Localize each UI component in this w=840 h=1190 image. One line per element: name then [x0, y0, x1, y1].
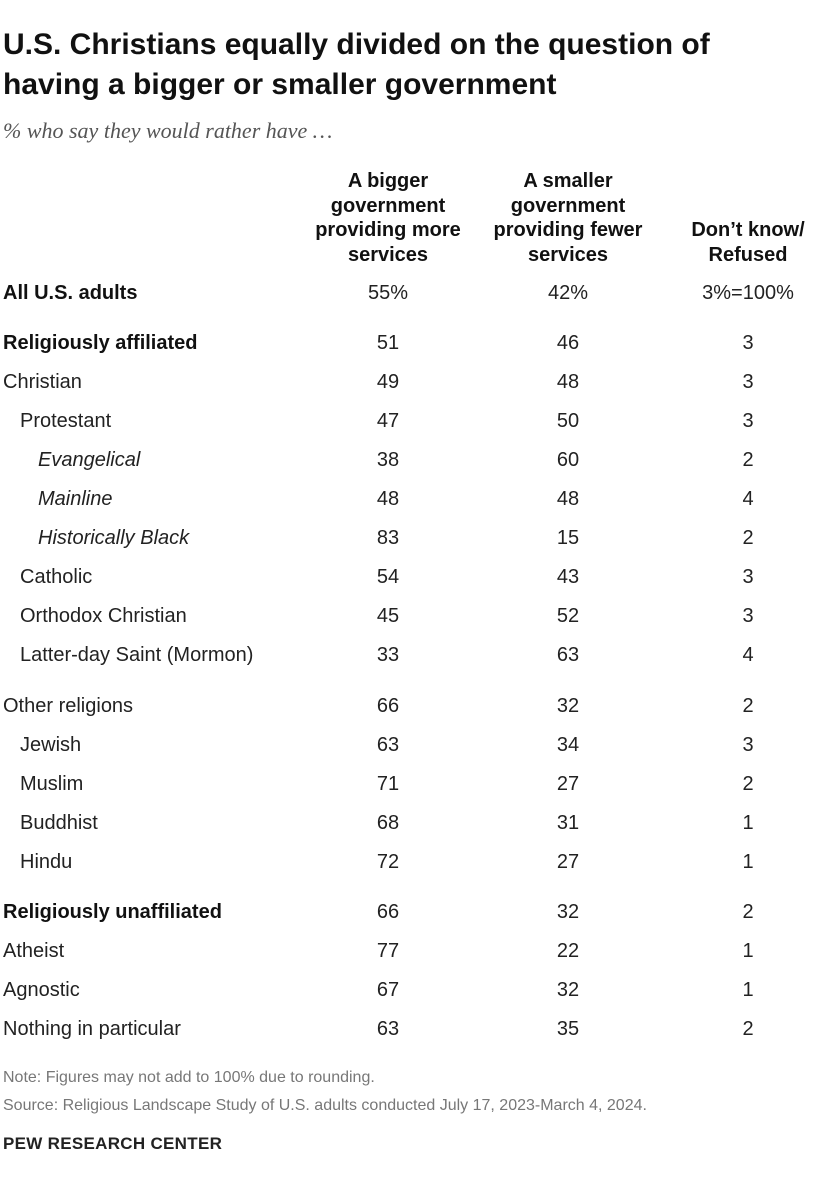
cell-value: 42%	[547, 282, 589, 304]
cell-value: 3%=100%	[702, 282, 794, 304]
cell-value: 46	[556, 332, 580, 354]
cell-value: 3	[742, 332, 754, 354]
row-label: Jewish	[20, 734, 82, 756]
row-label: Christian	[3, 371, 82, 393]
row-label: Religiously unaffiliated	[3, 901, 222, 923]
cell-value: 33	[376, 644, 400, 666]
cell-value: 48	[556, 488, 580, 510]
cell-value: 2	[742, 1018, 754, 1040]
row-label: Orthodox Christian	[20, 605, 187, 627]
row-label: Protestant	[20, 410, 112, 432]
row-label: Atheist	[3, 940, 65, 962]
row-label: Mainline	[38, 488, 113, 510]
row-label: Religiously affiliated	[3, 332, 198, 354]
cell-value: 45	[376, 605, 400, 627]
cell-value: 77	[376, 940, 400, 962]
column-header: government	[330, 194, 446, 217]
cell-value: 32	[556, 901, 580, 923]
column-header: A bigger	[347, 170, 429, 192]
column-header: A smaller	[523, 170, 613, 192]
row-label: All U.S. adults	[3, 282, 138, 304]
row-label: Hindu	[20, 851, 73, 873]
cell-value: 43	[556, 566, 580, 588]
cell-value: 1	[742, 940, 754, 962]
cell-value: 3	[742, 566, 754, 588]
cell-value: 66	[376, 695, 400, 717]
cell-value: 3	[742, 371, 754, 393]
cell-value: 66	[376, 901, 400, 923]
cell-value: 50	[556, 410, 580, 432]
cell-value: 83	[376, 527, 400, 549]
cell-value: 55%	[367, 282, 409, 304]
cell-value: 27	[556, 851, 580, 873]
subtitle: % who say they would rather have …	[3, 118, 333, 143]
cell-value: 67	[376, 979, 400, 1001]
cell-value: 71	[376, 773, 400, 795]
cell-value: 1	[742, 979, 754, 1001]
cell-value: 63	[376, 734, 400, 756]
cell-value: 2	[742, 695, 754, 717]
column-header: services	[347, 243, 429, 266]
cell-value: 3	[742, 605, 754, 627]
cell-value: 52	[556, 605, 580, 627]
cell-value: 63	[556, 644, 580, 666]
cell-value: 38	[376, 449, 400, 471]
column-header: providing fewer	[493, 219, 643, 241]
cell-value: 3	[742, 410, 754, 432]
cell-value: 32	[556, 695, 580, 717]
cell-value: 1	[742, 851, 754, 873]
row-label: Other religions	[3, 695, 134, 717]
cell-value: 68	[376, 812, 400, 834]
cell-value: 4	[742, 488, 754, 510]
row-label: Nothing in particular	[3, 1018, 181, 1040]
cell-value: 35	[556, 1018, 580, 1040]
cell-value: 49	[376, 371, 400, 393]
title-line: having a bigger or smaller government	[3, 68, 557, 101]
cell-value: 47	[376, 410, 400, 432]
note: Note: Figures may not add to 100% due to…	[3, 1069, 375, 1086]
row-label: Latter-day Saint (Mormon)	[20, 644, 254, 666]
row-label: Muslim	[20, 773, 84, 795]
cell-value: 72	[376, 851, 400, 873]
row-label: Buddhist	[20, 812, 98, 834]
cell-value: 1	[742, 812, 754, 834]
cell-value: 34	[556, 734, 580, 756]
title-line: U.S. Christians equally divided on the q…	[3, 28, 710, 61]
cell-value: 31	[556, 812, 580, 834]
brand: PEW RESEARCH CENTER	[3, 1134, 223, 1153]
cell-value: 4	[742, 644, 754, 666]
row-label: Agnostic	[3, 979, 80, 1001]
cell-value: 3	[742, 734, 754, 756]
cell-value: 2	[742, 449, 754, 471]
column-header: government	[510, 194, 626, 217]
cell-value: 48	[376, 488, 400, 510]
cell-value: 27	[556, 773, 580, 795]
cell-value: 60	[556, 449, 580, 471]
cell-value: 22	[556, 940, 580, 962]
cell-value: 54	[376, 566, 400, 588]
cell-value: 63	[376, 1018, 400, 1040]
cell-value: 32	[556, 979, 580, 1001]
row-label: Historically Black	[38, 527, 190, 549]
cell-value: 2	[742, 773, 754, 795]
cell-value: 2	[742, 527, 754, 549]
column-header: Don’t know/	[691, 219, 805, 241]
row-label: Evangelical	[38, 449, 141, 471]
column-header: Refused	[708, 243, 788, 266]
source: Source: Religious Landscape Study of U.S…	[3, 1097, 647, 1114]
column-header: services	[527, 243, 609, 266]
cell-value: 48	[556, 371, 580, 393]
cell-value: 51	[376, 332, 400, 354]
cell-value: 2	[742, 901, 754, 923]
column-header: providing more	[315, 219, 461, 241]
cell-value: 15	[556, 527, 580, 549]
row-label: Catholic	[20, 566, 93, 588]
